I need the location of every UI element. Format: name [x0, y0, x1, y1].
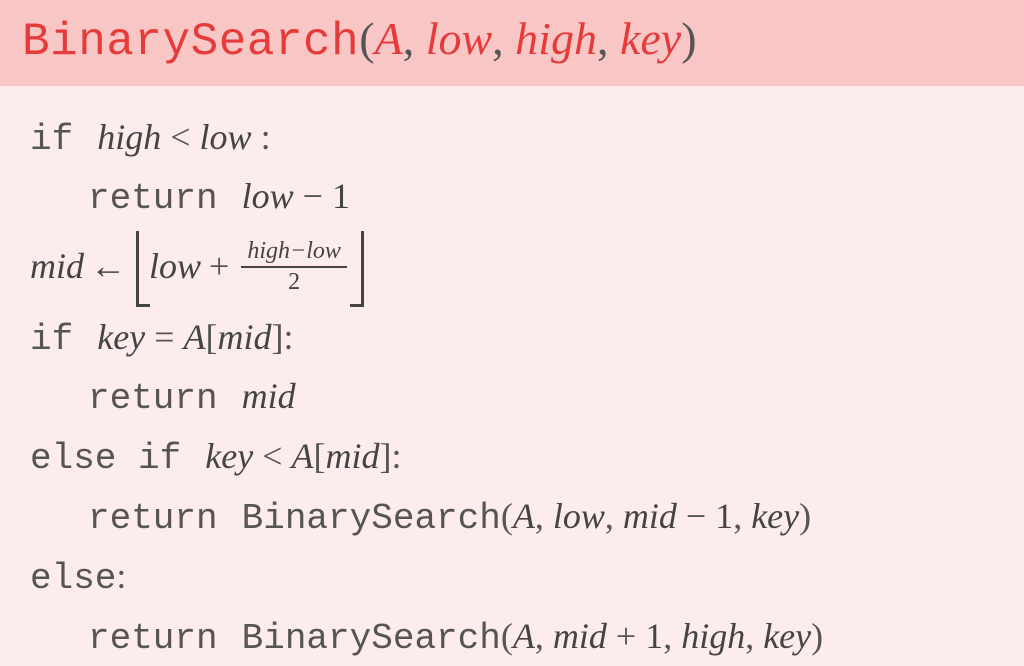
lbr: [	[205, 317, 217, 357]
rp1: )	[799, 496, 811, 536]
var-mid4: mid	[325, 436, 379, 476]
c2-s3: ,	[745, 616, 754, 656]
code-line-9: return BinarySearch(A, mid + 1, high, ke…	[88, 609, 994, 666]
minus: −	[303, 176, 323, 216]
var-A: A	[183, 317, 205, 357]
var-low: low	[200, 117, 252, 157]
code-line-3: mid ← low + high−low 2	[30, 231, 994, 303]
floor-low: low	[149, 239, 201, 295]
lbr2: [	[313, 436, 325, 476]
var-high: high	[97, 117, 161, 157]
title-arg-low: low	[426, 13, 492, 64]
code-line-1: if high < low :	[30, 110, 994, 168]
title-sep1: ,	[403, 13, 426, 64]
assign-arrow: ←	[90, 239, 126, 295]
lt: <	[170, 117, 190, 157]
title-fn-name: BinarySearch	[22, 16, 359, 68]
c2-s2: ,	[663, 616, 672, 656]
frac-high: high	[247, 238, 290, 264]
c2-plus: +	[616, 616, 636, 656]
c2-s1: ,	[535, 616, 544, 656]
frac-low: low	[306, 238, 341, 264]
var-key: key	[97, 317, 145, 357]
c1-A: A	[513, 496, 535, 536]
title-rparen: )	[681, 13, 696, 64]
c1-s3: ,	[733, 496, 742, 536]
call-name2: BinarySearch	[242, 618, 501, 659]
title-sep3: ,	[597, 13, 620, 64]
rp2: )	[811, 616, 823, 656]
frac-minus: −	[290, 238, 306, 264]
c2-mid: mid	[553, 616, 607, 656]
kw-elseif: else if	[30, 438, 181, 479]
fraction: high−low 2	[241, 239, 347, 295]
code-line-8: else:	[30, 549, 994, 607]
colon3: :	[391, 436, 401, 476]
var-low2: low	[242, 176, 294, 216]
kw-return: return	[88, 178, 218, 219]
c1-s2: ,	[605, 496, 614, 536]
title-sep2: ,	[492, 13, 515, 64]
var-mid3: mid	[242, 376, 296, 416]
c1-minus: −	[686, 496, 706, 536]
var-key2: key	[205, 436, 253, 476]
rbr2: ]	[379, 436, 391, 476]
algorithm-body: if high < low : return low − 1 mid ← low…	[0, 86, 1024, 666]
eq: =	[154, 317, 174, 357]
code-line-6: else if key < A[mid]:	[30, 429, 994, 487]
kw-if2: if	[30, 319, 73, 360]
kw-if: if	[30, 119, 73, 160]
c1-mid: mid	[623, 496, 677, 536]
kw-return2: return	[88, 378, 218, 419]
c2-one: 1	[645, 616, 663, 656]
code-line-2: return low − 1	[88, 169, 994, 227]
c2-high: high	[681, 616, 745, 656]
lp2: (	[501, 616, 513, 656]
colon2: :	[283, 317, 293, 357]
floor-expr: low + high−low 2	[132, 231, 368, 303]
title-lparen: (	[359, 13, 374, 64]
call-name1: BinarySearch	[242, 498, 501, 539]
var-A2: A	[291, 436, 313, 476]
algorithm-title: BinarySearch(A, low, high, key)	[0, 0, 1024, 86]
colon: :	[261, 117, 271, 157]
lt2: <	[262, 436, 282, 476]
floor-plus: +	[209, 239, 229, 295]
c1-low: low	[553, 496, 605, 536]
c1-s1: ,	[535, 496, 544, 536]
lp1: (	[501, 496, 513, 536]
title-arg-key: key	[620, 13, 681, 64]
code-line-4: if key = A[mid]:	[30, 310, 994, 368]
c2-key: key	[763, 616, 811, 656]
code-line-5: return mid	[88, 369, 994, 427]
c1-key: key	[751, 496, 799, 536]
colon4: :	[116, 556, 126, 596]
kw-return4: return	[88, 618, 218, 659]
title-arg-high: high	[515, 13, 597, 64]
title-arg-A: A	[375, 13, 403, 64]
var-mid2: mid	[217, 317, 271, 357]
c2-A: A	[513, 616, 535, 656]
frac-two: 2	[282, 270, 306, 295]
rbr: ]	[271, 317, 283, 357]
kw-else: else	[30, 558, 116, 599]
num-1: 1	[332, 176, 350, 216]
var-mid: mid	[30, 239, 84, 295]
code-line-7: return BinarySearch(A, low, mid − 1, key…	[88, 489, 994, 547]
pseudocode-slide: BinarySearch(A, low, high, key) if high …	[0, 0, 1024, 666]
c1-one: 1	[715, 496, 733, 536]
kw-return3: return	[88, 498, 218, 539]
